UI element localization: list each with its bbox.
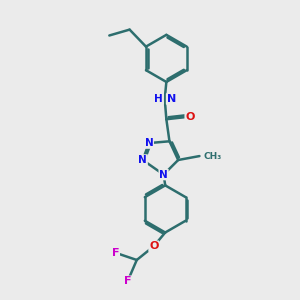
Text: F: F [124, 276, 131, 286]
Text: H: H [154, 94, 163, 104]
Text: N: N [159, 169, 168, 180]
Text: F: F [112, 248, 119, 258]
Text: CH₃: CH₃ [203, 152, 222, 160]
Text: O: O [149, 241, 158, 251]
Text: N: N [145, 138, 153, 148]
Text: N: N [138, 155, 147, 165]
Text: O: O [185, 112, 195, 122]
Text: N: N [167, 94, 176, 104]
